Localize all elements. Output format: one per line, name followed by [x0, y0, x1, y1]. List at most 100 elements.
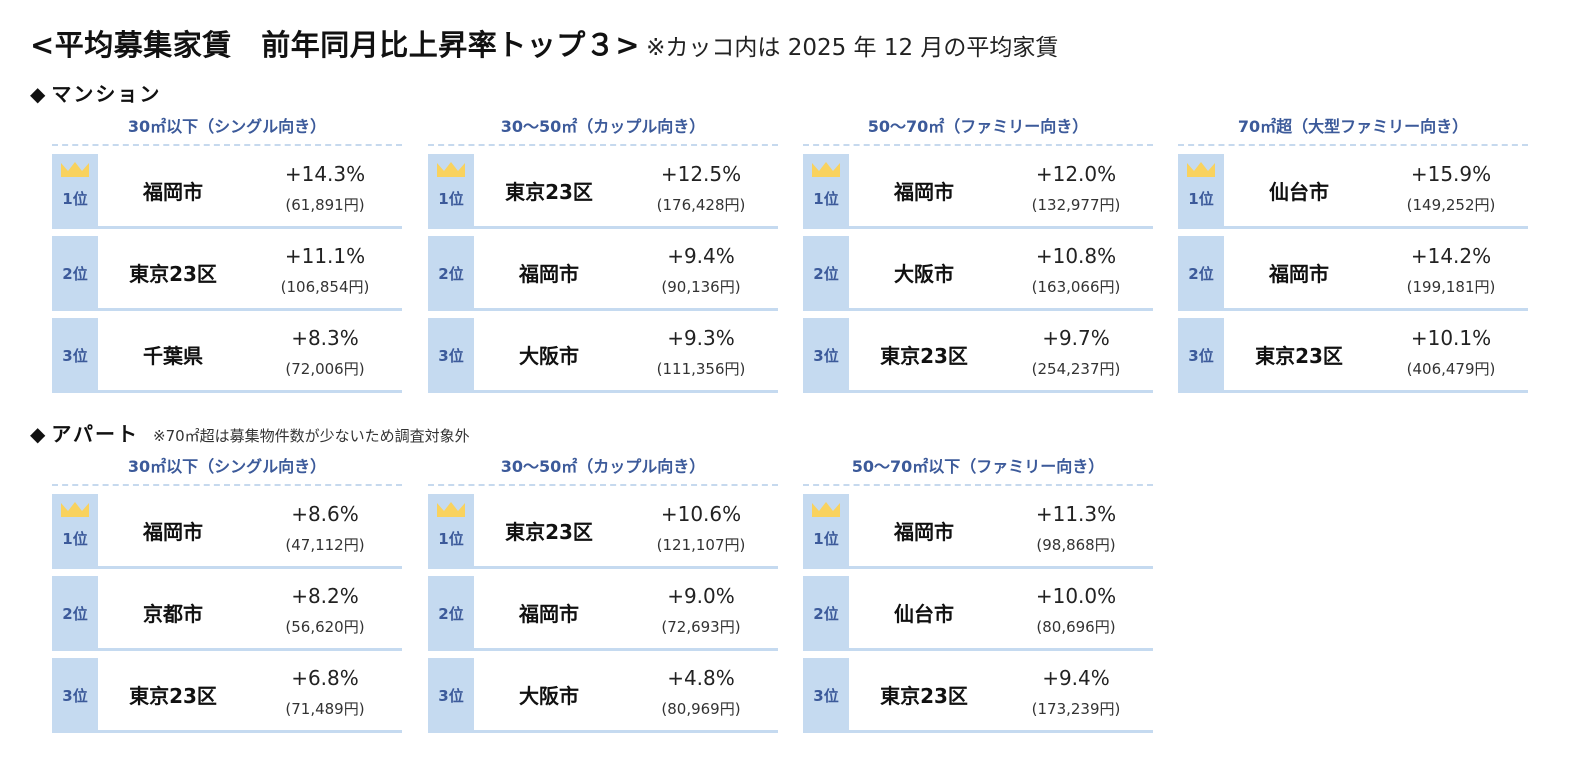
city-name: 福岡市 [894, 179, 954, 204]
rank-cell: 1位 [52, 494, 98, 569]
increase-rate: +8.2% [291, 583, 359, 608]
section-label-apartment: アパート [51, 422, 139, 446]
mansion-column-couple: 30～50㎡（カップル向き） 1位 東京23区 +12.5% (176,428円) … [428, 114, 778, 400]
city-name: 福岡市 [143, 519, 203, 544]
title-main: <平均募集家賃 前年同月比上昇率トップ３> [30, 28, 641, 62]
column-header: 30～50㎡（カップル向き） [428, 454, 778, 486]
diamond-icon: ◆ [30, 82, 46, 106]
ranking-row: 1位 福岡市 +12.0% (132,977円) [803, 154, 1153, 229]
city-name: 仙台市 [894, 601, 954, 626]
increase-rate: +4.8% [667, 665, 735, 690]
average-rent: (106,854円) [280, 277, 370, 296]
increase-rate: +14.3% [284, 161, 366, 186]
increase-rate: +10.8% [1035, 243, 1117, 268]
rank-cell: 1位 [428, 154, 474, 229]
rank-label: 2位 [813, 605, 839, 623]
increase-rate: +11.3% [1035, 501, 1117, 526]
rank-cell: 2位 [1178, 236, 1224, 311]
rank-cell: 2位 [803, 576, 849, 651]
rank-cell: 1位 [428, 494, 474, 569]
increase-rate: +14.2% [1410, 243, 1492, 268]
rank-cell: 3位 [803, 658, 849, 733]
apartment-column-couple: 30～50㎡（カップル向き） 1位 東京23区 +10.6% (121,107円) … [428, 454, 778, 740]
city-name: 福岡市 [1269, 261, 1329, 286]
rank-cell: 2位 [428, 236, 474, 311]
column-header: 30～50㎡（カップル向き） [428, 114, 778, 146]
average-rent: (71,489円) [285, 699, 365, 718]
city-name: 福岡市 [519, 261, 579, 286]
column-header: 30㎡以下（シングル向き） [52, 114, 402, 146]
average-rent: (173,239円) [1031, 699, 1121, 718]
average-rent: (149,252円) [1406, 195, 1496, 214]
rank-cell: 2位 [52, 236, 98, 311]
average-rent: (72,006円) [285, 359, 365, 378]
rank-label: 3位 [438, 687, 464, 705]
ranking-row: 3位 東京23区 +9.4% (173,239円) [803, 658, 1153, 733]
city-name: 東京23区 [880, 343, 968, 368]
increase-rate: +8.3% [291, 325, 359, 350]
increase-rate: +6.8% [291, 665, 359, 690]
city-name: 東京23区 [129, 683, 217, 708]
column-header: 50～70㎡以下（ファミリー向き） [803, 454, 1153, 486]
city-name: 東京23区 [1255, 343, 1343, 368]
city-name: 大阪市 [519, 683, 579, 708]
average-rent: (121,107円) [656, 535, 746, 554]
city-name: 仙台市 [1269, 179, 1329, 204]
rank-label: 3位 [1188, 347, 1214, 365]
ranking-row: 2位 東京23区 +11.1% (106,854円) [52, 236, 402, 311]
rank-cell: 1位 [803, 154, 849, 229]
rank-label: 1位 [62, 190, 88, 208]
column-header: 70㎡超（大型ファミリー向き） [1178, 114, 1528, 146]
average-rent: (80,969円) [661, 699, 741, 718]
rank-label: 2位 [1188, 265, 1214, 283]
page-title: <平均募集家賃 前年同月比上昇率トップ３> ※カッコ内は 2025 年 12 月の… [30, 22, 1058, 64]
ranking-row: 1位 仙台市 +15.9% (149,252円) [1178, 154, 1528, 229]
ranking-row: 2位 福岡市 +14.2% (199,181円) [1178, 236, 1528, 311]
average-rent: (163,066円) [1031, 277, 1121, 296]
ranking-row: 1位 福岡市 +14.3% (61,891円) [52, 154, 402, 229]
ranking-row: 3位 東京23区 +9.7% (254,237円) [803, 318, 1153, 393]
average-rent: (254,237円) [1031, 359, 1121, 378]
ranking-row: 2位 福岡市 +9.0% (72,693円) [428, 576, 778, 651]
mansion-column-large-family: 70㎡超（大型ファミリー向き） 1位 仙台市 +15.9% (149,252円) 2… [1178, 114, 1528, 400]
average-rent: (406,479円) [1406, 359, 1496, 378]
city-name: 東京23区 [880, 683, 968, 708]
ranking-row: 2位 大阪市 +10.8% (163,066円) [803, 236, 1153, 311]
rank-label: 1位 [438, 530, 464, 548]
diamond-icon: ◆ [30, 422, 46, 446]
rank-cell: 3位 [1178, 318, 1224, 393]
ranking-row: 3位 東京23区 +10.1% (406,479円) [1178, 318, 1528, 393]
increase-rate: +10.1% [1410, 325, 1492, 350]
city-name: 福岡市 [143, 179, 203, 204]
crown-icon [437, 502, 465, 517]
rank-cell: 3位 [428, 318, 474, 393]
rank-cell: 3位 [52, 318, 98, 393]
mansion-column-family: 50～70㎡（ファミリー向き） 1位 福岡市 +12.0% (132,977円) 2… [803, 114, 1153, 400]
increase-rate: +15.9% [1410, 161, 1492, 186]
increase-rate: +9.3% [667, 325, 735, 350]
average-rent: (56,620円) [285, 617, 365, 636]
increase-rate: +10.0% [1035, 583, 1117, 608]
column-header: 30㎡以下（シングル向き） [52, 454, 402, 486]
city-name: 東京23区 [505, 519, 593, 544]
apartment-column-family: 50～70㎡以下（ファミリー向き） 1位 福岡市 +11.3% (98,868円) … [803, 454, 1153, 740]
rank-cell: 1位 [1178, 154, 1224, 229]
average-rent: (111,356円) [656, 359, 746, 378]
title-note: ※カッコ内は 2025 年 12 月の平均家賃 [646, 35, 1059, 61]
rank-cell: 1位 [803, 494, 849, 569]
rank-label: 3位 [62, 347, 88, 365]
rank-label: 2位 [62, 265, 88, 283]
increase-rate: +9.4% [667, 243, 735, 268]
rank-cell: 2位 [52, 576, 98, 651]
ranking-row: 3位 東京23区 +6.8% (71,489円) [52, 658, 402, 733]
ranking-row: 2位 京都市 +8.2% (56,620円) [52, 576, 402, 651]
increase-rate: +10.6% [660, 501, 742, 526]
rank-cell: 3位 [428, 658, 474, 733]
section-header-mansion: ◆ マンション [30, 78, 161, 107]
average-rent: (61,891円) [285, 195, 365, 214]
average-rent: (90,136円) [661, 277, 741, 296]
city-name: 大阪市 [519, 343, 579, 368]
rank-label: 3位 [813, 347, 839, 365]
rank-label: 3位 [438, 347, 464, 365]
city-name: 京都市 [143, 601, 203, 626]
